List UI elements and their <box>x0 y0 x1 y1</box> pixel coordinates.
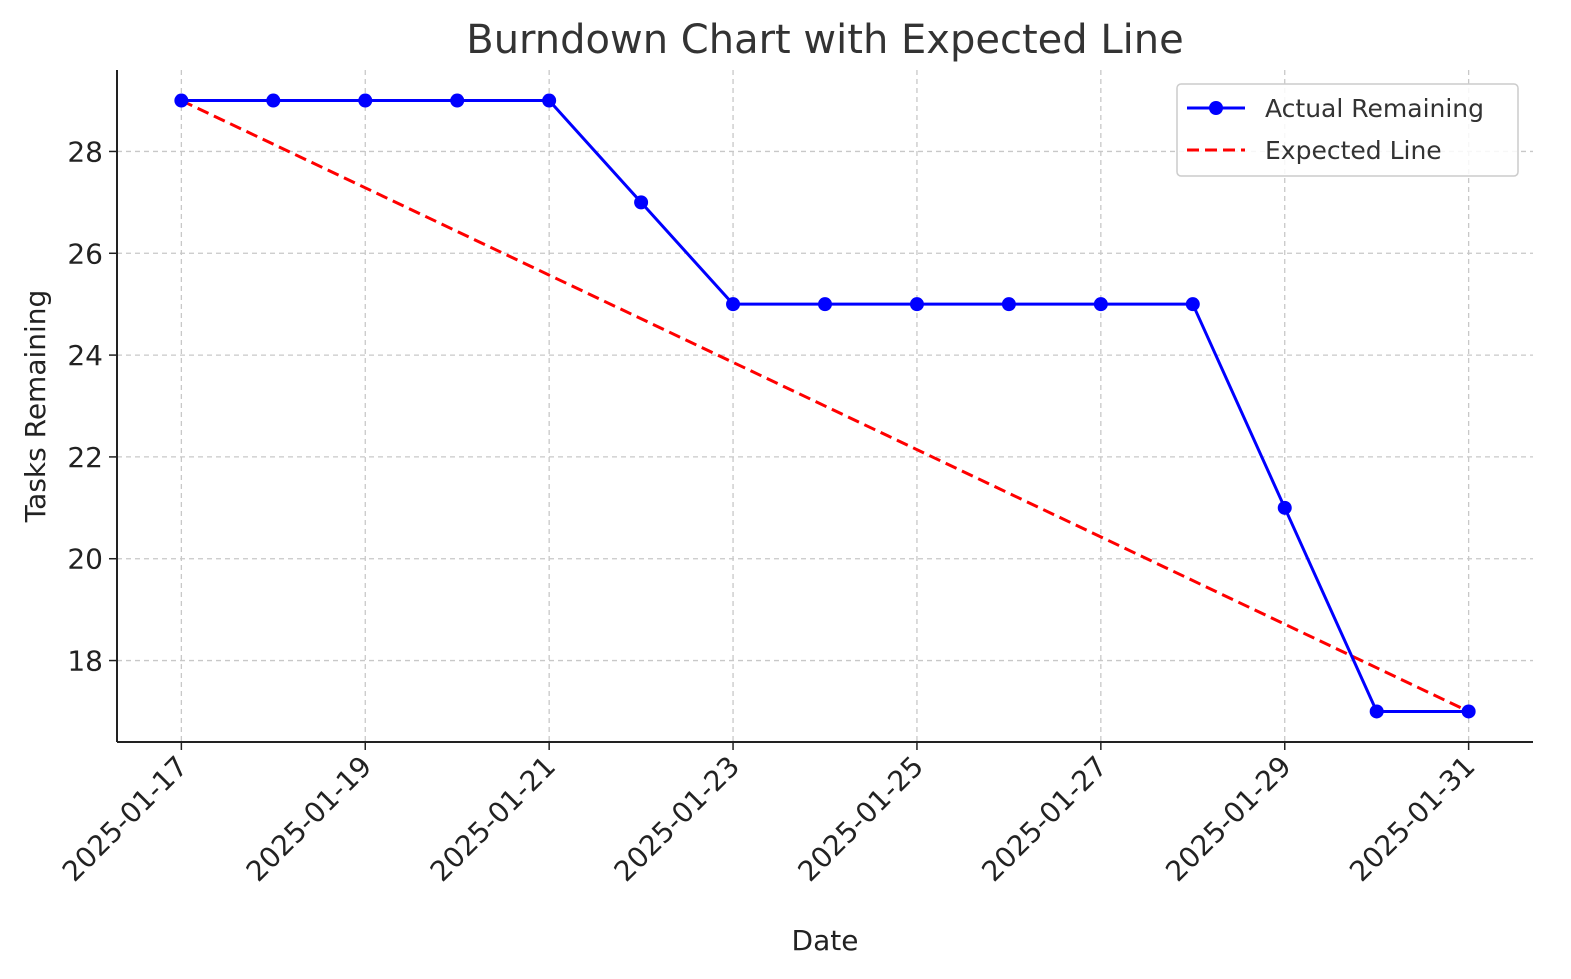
x-axis-label: Date <box>792 924 859 957</box>
actual-remaining-point <box>174 93 189 108</box>
actual-remaining-point <box>1461 704 1476 719</box>
actual-remaining-point <box>726 297 741 312</box>
actual-remaining-point <box>1277 500 1292 515</box>
y-tick-label: 18 <box>67 645 103 678</box>
chart-title: Burndown Chart with Expected Line <box>466 17 1183 63</box>
actual-remaining-point <box>1185 297 1200 312</box>
legend-actual-label: Actual Remaining <box>1265 94 1484 123</box>
axes <box>116 70 1533 743</box>
y-tick-label: 22 <box>67 441 103 474</box>
actual-remaining-point <box>634 195 649 210</box>
actual-remaining-point <box>450 93 465 108</box>
x-tick-label: 2025-01-21 <box>424 750 562 888</box>
legend-expected-label: Expected Line <box>1265 136 1442 165</box>
actual-remaining-point <box>1369 704 1384 719</box>
y-axis-label: Tasks Remaining <box>19 290 52 524</box>
y-tick-label: 28 <box>67 135 103 168</box>
legend-box <box>1176 83 1519 177</box>
legend-actual-marker <box>1209 101 1223 115</box>
actual-remaining-point <box>542 93 557 108</box>
actual-remaining-point <box>1001 297 1016 312</box>
actual-remaining-point <box>818 297 832 312</box>
x-tick-label: 2025-01-29 <box>1159 750 1297 888</box>
y-tick-label: 26 <box>67 237 103 270</box>
x-tick-label: 2025-01-19 <box>240 750 378 888</box>
actual-remaining-point <box>358 93 373 108</box>
x-tick-label: 2025-01-17 <box>56 750 194 888</box>
grid <box>117 70 1533 742</box>
x-tick-label: 2025-01-25 <box>791 750 929 888</box>
expected-line <box>180 99 1470 713</box>
legend: Actual Remaining Expected Line <box>1176 83 1519 177</box>
y-tick-label: 24 <box>67 339 103 372</box>
x-tick-label: 2025-01-31 <box>1343 750 1481 888</box>
actual-remaining-point <box>909 297 924 312</box>
y-tick-label: 20 <box>67 543 103 576</box>
actual-remaining-point <box>266 93 281 108</box>
x-tick-label: 2025-01-27 <box>975 750 1113 888</box>
actual-remaining-point <box>1093 297 1108 312</box>
x-tick-label: 2025-01-23 <box>608 750 746 888</box>
ticks: 18 20 22 24 26 28 2025-01-17 2025-01-19 2025-01-… <box>56 135 1482 888</box>
series <box>174 93 1476 719</box>
